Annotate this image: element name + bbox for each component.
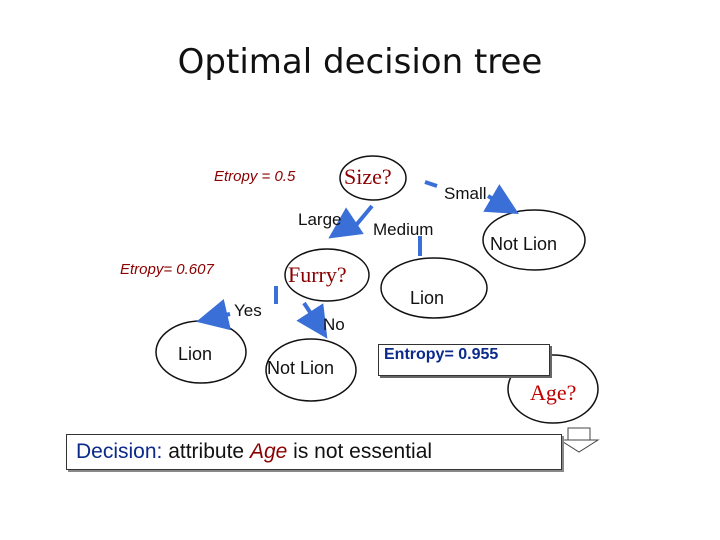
edge-label-yes: Yes: [234, 301, 262, 320]
node-lion-medium-ellipse: [380, 257, 488, 319]
decision-text-2: is not essential: [287, 440, 433, 463]
decision-text: Decision: attribute Age is not essential: [76, 440, 432, 464]
edge-label-no: No: [323, 315, 345, 334]
entropy-age: Entropy= 0.955: [384, 346, 499, 363]
node-root-label: Size?: [344, 164, 392, 189]
node-not-lion-small-ellipse: [482, 209, 586, 271]
node-not-lion-no-ellipse: [265, 338, 357, 402]
node-lion-yes-label: Lion: [178, 344, 213, 364]
entropy-root: Etropy = 0.5: [214, 168, 296, 185]
edge-large: [328, 207, 364, 239]
edge-medium: [350, 204, 374, 232]
node-lion-medium-label: Lion: [410, 288, 445, 308]
node-furry-ellipse: [284, 248, 370, 302]
decision-prefix: Decision:: [76, 440, 163, 463]
node-furry-label: Furry?: [288, 262, 347, 287]
decision-attr: Age: [249, 440, 288, 463]
node-not-lion-small-label: Not Lion: [490, 234, 558, 254]
node-not-lion-no-label: Not Lion: [267, 358, 335, 378]
edge-no: [296, 301, 328, 339]
edge-label-large: Large: [298, 210, 342, 229]
decision-text-1: attribute: [162, 440, 250, 463]
edge-yes: [196, 299, 231, 331]
decision-arrow-shape: [558, 427, 600, 453]
edge-label-small: Small: [444, 184, 487, 203]
entropy-furry: Etropy= 0.607: [120, 261, 214, 278]
page-title: Optimal decision tree: [177, 42, 543, 82]
tree-edges: [196, 180, 519, 339]
node-age-label: Age?: [530, 380, 577, 405]
edge-small-1: [424, 180, 438, 188]
edge-small-2: [483, 184, 519, 215]
edge-label-medium: Medium: [373, 220, 434, 239]
entropy-age-box: [378, 344, 550, 376]
node-root-ellipse: [339, 155, 407, 201]
decision-box: [66, 434, 562, 470]
